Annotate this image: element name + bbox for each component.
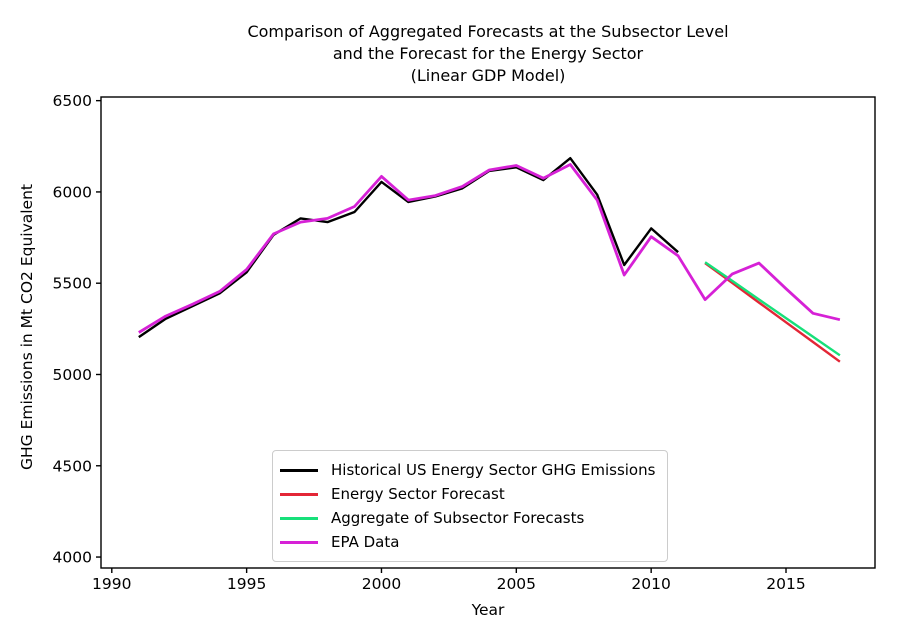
plot-border bbox=[100, 96, 876, 569]
y-tick-label: 4500 bbox=[53, 457, 92, 475]
legend-label-2: Aggregate of Subsector Forecasts bbox=[331, 509, 585, 527]
series-line-0 bbox=[138, 156, 679, 339]
x-tick-label: 2010 bbox=[631, 575, 670, 593]
legend-swatch-2 bbox=[280, 516, 318, 520]
y-tick-label: 6000 bbox=[53, 183, 92, 201]
y-tick-label: 4000 bbox=[53, 549, 92, 567]
legend-swatch-0 bbox=[280, 468, 318, 472]
y-axis-label: GHG Emissions in Mt CO2 Equivalent bbox=[18, 184, 36, 470]
legend-item-0: Historical US Energy Sector GHG Emission… bbox=[280, 458, 655, 482]
legend-label-3: EPA Data bbox=[331, 533, 400, 551]
series-line-1 bbox=[704, 262, 841, 363]
y-tick-label: 5000 bbox=[53, 366, 92, 384]
x-tick-label: 2000 bbox=[362, 575, 401, 593]
x-axis-label: Year bbox=[471, 601, 505, 619]
y-tick-label: 6500 bbox=[53, 92, 92, 110]
legend-swatch-1 bbox=[280, 492, 318, 496]
chart-title-line2: and the Forecast for the Energy Sector bbox=[332, 44, 644, 63]
legend: Historical US Energy Sector GHG Emission… bbox=[272, 450, 669, 562]
legend-label-1: Energy Sector Forecast bbox=[331, 485, 505, 503]
legend-item-1: Energy Sector Forecast bbox=[280, 482, 655, 506]
x-tick-label: 2005 bbox=[497, 575, 536, 593]
x-tick-label: 2015 bbox=[766, 575, 805, 593]
legend-item-2: Aggregate of Subsector Forecasts bbox=[280, 506, 655, 530]
chart-title-line3: (Linear GDP Model) bbox=[410, 66, 566, 85]
chart-title-line1: Comparison of Aggregated Forecasts at th… bbox=[247, 22, 729, 41]
y-tick-label: 5500 bbox=[53, 275, 92, 293]
chart-title: Comparison of Aggregated Forecasts at th… bbox=[101, 21, 875, 87]
legend-label-0: Historical US Energy Sector GHG Emission… bbox=[331, 461, 656, 479]
legend-swatch-3 bbox=[280, 540, 318, 544]
series-line-3 bbox=[138, 163, 841, 334]
x-tick-label: 1990 bbox=[92, 575, 131, 593]
legend-item-3: EPA Data bbox=[280, 530, 655, 554]
x-tick-label: 1995 bbox=[227, 575, 266, 593]
